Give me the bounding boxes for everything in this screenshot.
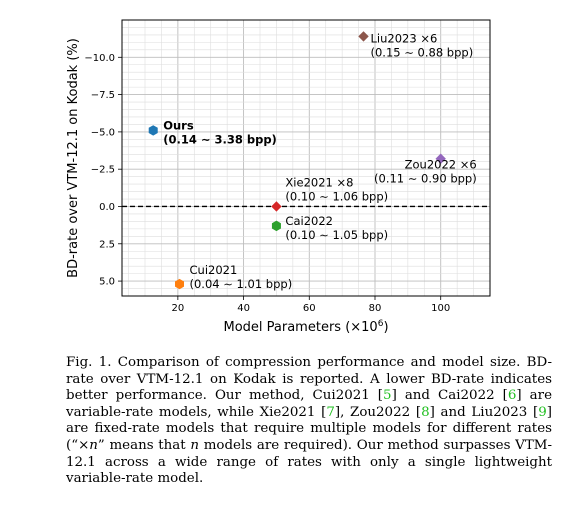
point-label-name: Zou2022 ×6: [405, 158, 477, 172]
point-label-name: Cui2021: [190, 263, 238, 277]
point-label-name: Xie2021 ×8: [285, 175, 353, 189]
point-label-name: Ours: [163, 118, 194, 132]
x-axis-label-exponent: 6: [378, 319, 384, 329]
ref-link-6[interactable]: 6: [507, 388, 517, 404]
y-tick-label: −5.0: [91, 127, 115, 138]
x-tick-label: 60: [303, 303, 316, 314]
point-label-bpp: (0.04 ∼ 1.01 bpp): [190, 277, 293, 291]
y-axis-label: BD-rate over VTM-12.1 on Kodak (%): [66, 38, 81, 278]
y-tick-label: 5.0: [99, 277, 115, 288]
hexagon-marker: [271, 220, 281, 232]
data-point-liu2023: Liu2023 ×6(0.15 ∼ 0.88 bpp): [358, 31, 473, 59]
scatter-chart: 20 40 60 80 100 −10.0 −7.5 −5.0 −2.5 0.0 2.5 5.0 Ou…: [66, 19, 491, 335]
x-tick-label: 20: [171, 303, 184, 314]
data-point-ours: Ours(0.14 ∼ 3.38 bpp): [148, 118, 277, 146]
ref-link-7[interactable]: 7: [326, 404, 335, 420]
hexagon-marker: [148, 125, 158, 136]
y-tick-label: −2.5: [91, 165, 115, 176]
point-label-name: Liu2023 ×6: [371, 31, 438, 45]
axis-ticks: 20 40 60 80 100 −10.0 −7.5 −5.0 −2.5 0.0 2.5 5.0: [84, 53, 450, 314]
plot-frame: [121, 19, 491, 297]
figure-caption: Fig. 1. Comparison of compression perfor…: [66, 355, 553, 487]
point-label-bpp: (0.15 ∼ 0.88 bpp): [371, 45, 474, 59]
y-tick-label: −10.0: [84, 53, 115, 64]
hexagon-marker: [175, 278, 184, 290]
ref-link-5[interactable]: 5: [383, 388, 392, 404]
data-points: Ours(0.14 ∼ 3.38 bpp) Liu2023 ×6(0.15 ∼ 0…: [148, 31, 477, 291]
data-point-zou2022: Zou2022 ×6(0.11 ∼ 0.90 bpp): [374, 153, 477, 186]
data-point-cui2021: Cui2021(0.04 ∼ 1.01 bpp): [175, 263, 292, 291]
point-label-bpp: (0.14 ∼ 3.38 bpp): [163, 132, 277, 146]
data-point-cai2022: Cai2022(0.10 ∼ 1.05 bpp): [271, 214, 388, 242]
diamond-marker: [435, 153, 446, 164]
point-label-bpp: (0.10 ∼ 1.06 bpp): [285, 189, 388, 203]
x-tick-label: 100: [431, 303, 450, 314]
diamond-marker: [271, 201, 282, 212]
ref-link-9[interactable]: 9: [538, 404, 547, 420]
y-tick-label: 0.0: [99, 202, 115, 213]
point-label-name: Cai2022: [285, 214, 333, 228]
x-tick-label: 40: [237, 303, 250, 314]
x-axis-label: Model Parameters (×106): [223, 319, 388, 335]
diamond-marker: [358, 31, 369, 42]
x-tick-label: 80: [369, 303, 382, 314]
data-point-xie2021: Xie2021 ×8(0.10 ∼ 1.06 bpp): [271, 175, 388, 212]
y-tick-label: −7.5: [91, 90, 115, 101]
ref-link-8[interactable]: 8: [421, 404, 430, 420]
point-label-bpp: (0.11 ∼ 0.90 bpp): [374, 172, 477, 186]
point-label-bpp: (0.10 ∼ 1.05 bpp): [285, 228, 388, 242]
y-tick-label: 2.5: [99, 239, 115, 250]
